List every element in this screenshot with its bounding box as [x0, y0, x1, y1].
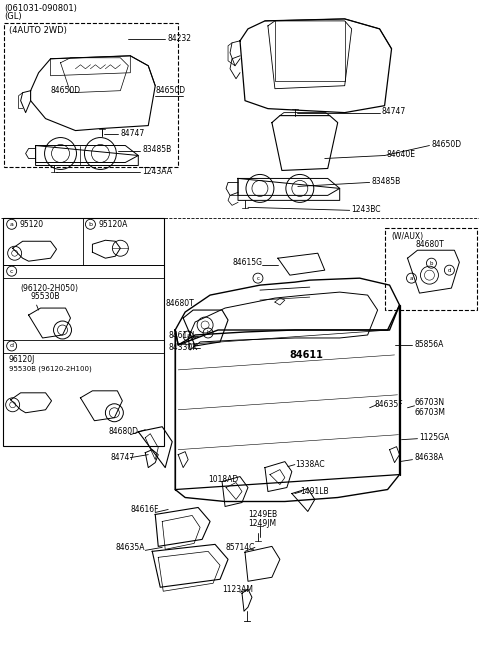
Text: 85856A: 85856A [415, 340, 444, 350]
Text: 84615G: 84615G [232, 258, 262, 267]
Text: 1249JM: 1249JM [248, 519, 276, 528]
Text: d: d [448, 267, 451, 273]
Text: 1243BC: 1243BC [352, 205, 381, 214]
Text: c: c [10, 269, 13, 274]
Text: 84650D: 84650D [50, 86, 81, 95]
Text: (061031-090801): (061031-090801) [5, 5, 78, 13]
Text: d: d [10, 344, 13, 348]
Text: 84650D: 84650D [432, 140, 462, 149]
Text: b: b [88, 222, 93, 227]
Bar [384, 228, 477, 310]
Text: 84747: 84747 [110, 453, 134, 462]
Text: 84616F: 84616F [130, 505, 159, 514]
Text: 95530B (96120-2H100): 95530B (96120-2H100) [9, 366, 91, 372]
Text: 84680D: 84680D [108, 427, 138, 436]
Text: c: c [256, 276, 260, 281]
Text: b: b [206, 330, 210, 336]
Text: 1125GA: 1125GA [420, 433, 450, 442]
Text: 84635A: 84635A [115, 543, 145, 552]
Text: (W/AUX): (W/AUX) [392, 232, 424, 240]
Bar [4, 23, 178, 168]
Text: 84680T: 84680T [416, 240, 444, 249]
Text: 84650D: 84650D [155, 86, 185, 95]
Text: 83485B: 83485B [372, 177, 401, 186]
Text: 84747: 84747 [382, 107, 406, 116]
Text: a: a [410, 276, 413, 281]
Text: 84232: 84232 [167, 34, 191, 43]
Text: 1243AA: 1243AA [142, 167, 172, 176]
Text: a: a [186, 334, 190, 338]
Text: 1338AC: 1338AC [295, 460, 324, 469]
Text: 84613L: 84613L [168, 332, 197, 340]
Text: 85714C: 85714C [225, 543, 254, 552]
Text: 84635F: 84635F [374, 400, 403, 409]
Text: 66703N: 66703N [415, 398, 444, 407]
Text: 95120A: 95120A [98, 220, 128, 229]
Text: (96120-2H050): (96120-2H050) [21, 284, 79, 292]
Text: 95120: 95120 [20, 220, 44, 229]
Text: 84747: 84747 [120, 129, 144, 138]
Text: 84680T: 84680T [165, 298, 194, 307]
Text: 84638A: 84638A [415, 453, 444, 462]
Text: 84330K: 84330K [168, 344, 197, 352]
Text: 83485B: 83485B [142, 145, 171, 154]
Text: (GL): (GL) [5, 12, 22, 22]
Text: 84611: 84611 [290, 350, 324, 360]
Text: 1491LB: 1491LB [300, 487, 328, 496]
Text: 84640E: 84640E [386, 150, 416, 159]
Text: 66703M: 66703M [415, 408, 445, 417]
Text: a: a [10, 222, 13, 227]
Text: b: b [430, 261, 433, 265]
Text: 95530B: 95530B [31, 292, 60, 301]
Text: (4AUTO 2WD): (4AUTO 2WD) [9, 26, 67, 35]
Text: 1018AD: 1018AD [208, 475, 239, 484]
Text: 96120J: 96120J [9, 355, 35, 365]
Text: 1123AM: 1123AM [222, 585, 253, 594]
Text: 1249EB: 1249EB [248, 510, 277, 519]
Bar [3, 218, 164, 445]
